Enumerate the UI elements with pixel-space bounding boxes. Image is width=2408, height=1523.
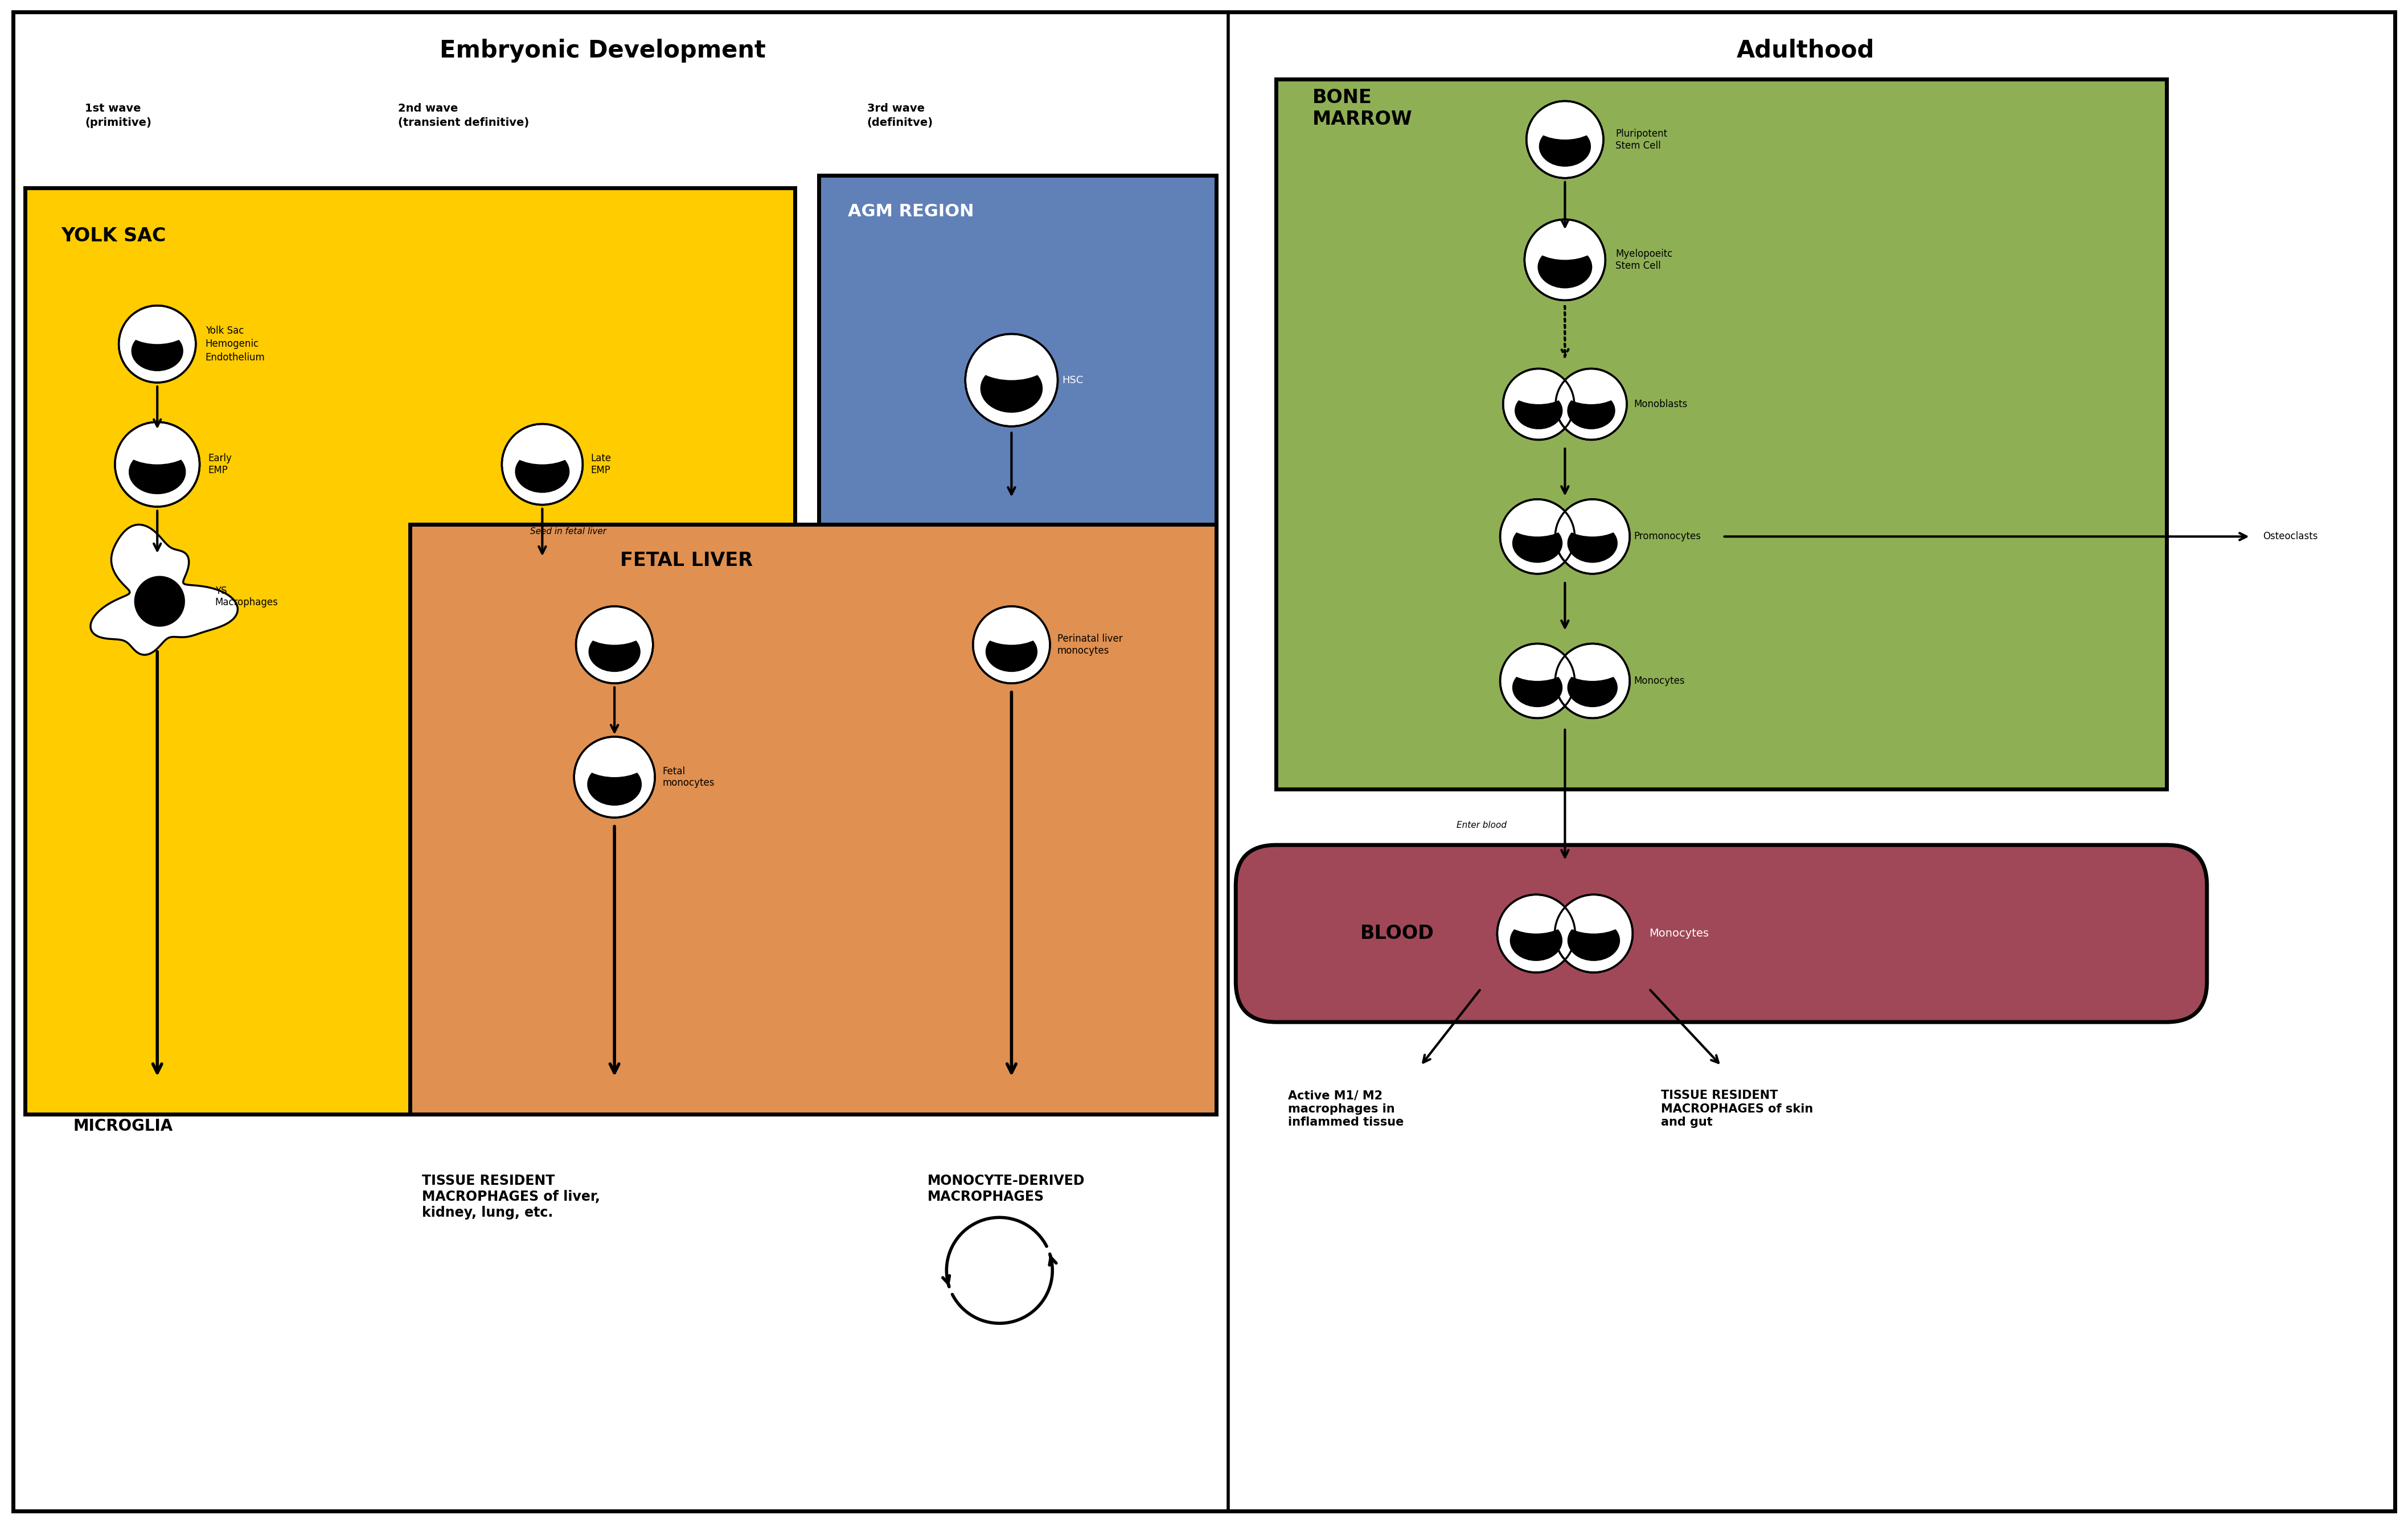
FancyBboxPatch shape xyxy=(1235,845,2206,1022)
Text: Monoblasts: Monoblasts xyxy=(1633,399,1688,410)
Ellipse shape xyxy=(1503,899,1570,934)
Circle shape xyxy=(1527,101,1604,178)
Text: MONOCYTE-DERIVED
MACROPHAGES: MONOCYTE-DERIVED MACROPHAGES xyxy=(927,1174,1084,1203)
Ellipse shape xyxy=(1512,669,1563,707)
Ellipse shape xyxy=(515,451,571,493)
Ellipse shape xyxy=(1505,503,1570,536)
Ellipse shape xyxy=(1560,503,1623,536)
Ellipse shape xyxy=(588,632,641,672)
Ellipse shape xyxy=(1515,391,1563,429)
Bar xyxy=(409,524,1216,1113)
Bar xyxy=(819,175,1216,560)
Text: Early
EMP: Early EMP xyxy=(207,454,231,475)
Text: AGM REGION: AGM REGION xyxy=(848,204,973,219)
Ellipse shape xyxy=(1560,899,1628,934)
Ellipse shape xyxy=(125,309,190,344)
Circle shape xyxy=(973,606,1050,684)
Text: Pluripotent
Stem Cell: Pluripotent Stem Cell xyxy=(1616,128,1666,151)
Ellipse shape xyxy=(1539,126,1592,166)
Text: Embryonic Development: Embryonic Development xyxy=(438,38,766,62)
Ellipse shape xyxy=(132,330,183,372)
Text: TISSUE RESIDENT
MACROPHAGES of liver,
kidney, lung, etc.: TISSUE RESIDENT MACROPHAGES of liver, ki… xyxy=(421,1174,600,1220)
Text: TISSUE RESIDENT
MACROPHAGES of skin
and gut: TISSUE RESIDENT MACROPHAGES of skin and … xyxy=(1662,1090,1813,1127)
Ellipse shape xyxy=(1568,920,1621,961)
Ellipse shape xyxy=(1560,647,1623,681)
Ellipse shape xyxy=(1560,372,1621,404)
Ellipse shape xyxy=(1507,372,1570,404)
Text: Monocytes: Monocytes xyxy=(1633,676,1686,685)
Text: MICROGLIA: MICROGLIA xyxy=(72,1118,173,1135)
Text: Seed in fetal liver: Seed in fetal liver xyxy=(530,527,607,536)
Ellipse shape xyxy=(985,632,1038,672)
Circle shape xyxy=(573,737,655,818)
Ellipse shape xyxy=(1568,391,1616,429)
Text: Adulthood: Adulthood xyxy=(1736,38,1873,62)
Text: Osteoclasts: Osteoclasts xyxy=(2264,532,2316,542)
Circle shape xyxy=(576,606,653,684)
Ellipse shape xyxy=(1568,669,1618,707)
Circle shape xyxy=(135,576,185,627)
Ellipse shape xyxy=(978,611,1045,644)
Bar xyxy=(24,187,795,1113)
Ellipse shape xyxy=(1510,920,1563,961)
Circle shape xyxy=(966,334,1057,426)
Circle shape xyxy=(1556,369,1628,440)
Circle shape xyxy=(118,306,195,382)
Circle shape xyxy=(501,423,583,504)
Circle shape xyxy=(1500,644,1575,719)
Ellipse shape xyxy=(120,426,193,465)
Circle shape xyxy=(1524,219,1606,300)
Circle shape xyxy=(1556,894,1633,973)
Text: 1st wave
(primitive): 1st wave (primitive) xyxy=(84,104,152,128)
Circle shape xyxy=(1556,644,1630,719)
Text: Late
EMP: Late EMP xyxy=(590,454,612,475)
Polygon shape xyxy=(92,524,238,655)
Ellipse shape xyxy=(580,740,648,777)
Ellipse shape xyxy=(1531,224,1599,260)
Text: Fetal
monocytes: Fetal monocytes xyxy=(662,766,715,789)
Text: YOLK SAC: YOLK SAC xyxy=(60,227,166,245)
Ellipse shape xyxy=(1531,105,1597,140)
Ellipse shape xyxy=(1568,524,1618,564)
Text: YS
Macrophages: YS Macrophages xyxy=(214,586,279,608)
Text: Monocytes: Monocytes xyxy=(1649,928,1710,940)
Text: Enter blood: Enter blood xyxy=(1457,821,1507,830)
Text: FETAL LIVER: FETAL LIVER xyxy=(621,551,754,570)
Text: Yolk Sac
Hemogenic
Endothelium: Yolk Sac Hemogenic Endothelium xyxy=(205,326,265,362)
Text: BLOOD: BLOOD xyxy=(1361,924,1435,943)
Ellipse shape xyxy=(1505,647,1570,681)
Circle shape xyxy=(116,422,200,507)
Bar xyxy=(1276,79,2167,789)
Text: Perinatal liver
monocytes: Perinatal liver monocytes xyxy=(1057,634,1122,656)
Circle shape xyxy=(1503,369,1575,440)
Text: Myelopoeitc
Stem Cell: Myelopoeitc Stem Cell xyxy=(1616,248,1674,271)
Ellipse shape xyxy=(973,338,1050,381)
Circle shape xyxy=(1500,500,1575,574)
Text: Active M1/ M2
macrophages in
inflammed tissue: Active M1/ M2 macrophages in inflammed t… xyxy=(1288,1090,1404,1127)
Text: 3rd wave
(definitve): 3rd wave (definitve) xyxy=(867,104,934,128)
Ellipse shape xyxy=(508,428,576,465)
Text: Promonocytes: Promonocytes xyxy=(1633,532,1700,542)
Ellipse shape xyxy=(1539,245,1592,288)
Ellipse shape xyxy=(128,449,185,493)
Ellipse shape xyxy=(1512,524,1563,564)
Ellipse shape xyxy=(588,763,643,806)
Circle shape xyxy=(1556,500,1630,574)
Text: 2nd wave
(transient definitive): 2nd wave (transient definitive) xyxy=(397,104,530,128)
Circle shape xyxy=(1498,894,1575,973)
Text: HSC: HSC xyxy=(1062,375,1084,385)
Ellipse shape xyxy=(980,364,1043,413)
Ellipse shape xyxy=(583,611,648,644)
Text: BONE
MARROW: BONE MARROW xyxy=(1312,88,1413,128)
